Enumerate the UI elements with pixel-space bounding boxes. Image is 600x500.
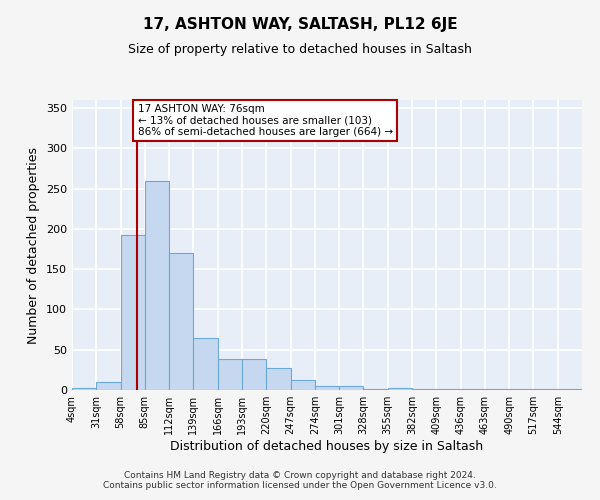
X-axis label: Distribution of detached houses by size in Saltash: Distribution of detached houses by size …	[170, 440, 484, 453]
Bar	[266, 368, 290, 390]
Bar	[388, 388, 412, 390]
Bar	[364, 389, 388, 390]
Bar	[242, 360, 266, 390]
Bar	[315, 386, 339, 390]
Bar	[412, 389, 436, 390]
Bar	[96, 382, 121, 390]
Text: 17, ASHTON WAY, SALTASH, PL12 6JE: 17, ASHTON WAY, SALTASH, PL12 6JE	[143, 18, 457, 32]
Bar	[145, 180, 169, 390]
Bar	[558, 389, 582, 390]
Bar	[290, 380, 315, 390]
Bar	[72, 388, 96, 390]
Text: Size of property relative to detached houses in Saltash: Size of property relative to detached ho…	[128, 42, 472, 56]
Bar	[218, 360, 242, 390]
Bar	[436, 389, 461, 390]
Bar	[121, 236, 145, 390]
Bar	[339, 386, 364, 390]
Y-axis label: Number of detached properties: Number of detached properties	[28, 146, 40, 344]
Bar	[485, 389, 509, 390]
Bar	[461, 389, 485, 390]
Bar	[193, 338, 218, 390]
Text: 17 ASHTON WAY: 76sqm
← 13% of detached houses are smaller (103)
86% of semi-deta: 17 ASHTON WAY: 76sqm ← 13% of detached h…	[137, 104, 393, 137]
Bar	[169, 253, 193, 390]
Bar	[533, 389, 558, 390]
Bar	[509, 389, 533, 390]
Text: Contains HM Land Registry data © Crown copyright and database right 2024.
Contai: Contains HM Land Registry data © Crown c…	[103, 470, 497, 490]
